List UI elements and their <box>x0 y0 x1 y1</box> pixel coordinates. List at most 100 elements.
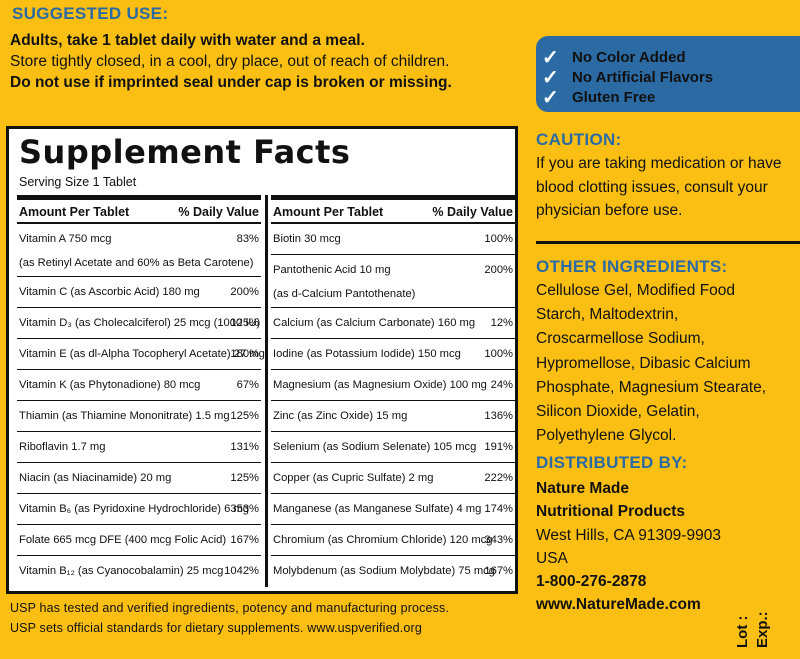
nutrient-name: Vitamin C (as Ascorbic Acid) 180 mg <box>19 286 200 298</box>
ingredients-line: Polyethylene Glycol. <box>536 427 677 445</box>
ingredients-heading: OTHER INGREDIENTS: <box>536 257 728 276</box>
ingredients-line: Hypromellose, Dibasic Calcium <box>536 354 751 372</box>
nutrient-row: Vitamin C (as Ascorbic Acid) 180 mg 200% <box>17 277 261 308</box>
nutrient-dv: 353% <box>230 503 259 515</box>
nutrient-source: (as Retinyl Acetate and 60% as Beta Caro… <box>19 257 254 269</box>
badge-label: No Artificial Flavors <box>572 69 714 86</box>
distributor-website: www.NatureMade.com <box>536 596 701 614</box>
nutrient-row: Copper (as Cupric Sulfate) 2 mg 222% <box>271 463 515 494</box>
nutrient-dv: 24% <box>490 379 513 391</box>
usp-line: USP has tested and verified ingredients,… <box>10 601 450 615</box>
nutrient-name: Vitamin K (as Phytonadione) 80 mcg <box>19 379 201 391</box>
badge-label: No Color Added <box>572 49 686 66</box>
nutrient-name: Manganese (as Manganese Sulfate) 4 mg <box>273 503 482 515</box>
storage-line: Store tightly closed, in a cool, dry pla… <box>10 53 450 70</box>
lot-exp-area: Lot : Exp.: <box>730 592 790 652</box>
nutrient-dv: 12% <box>490 317 513 329</box>
nutrient-row: Vitamin B₁₂ (as Cyanocobalamin) 25 mcg 10… <box>17 556 261 586</box>
caution-text: If you are taking medication or have blo… <box>536 155 782 219</box>
nutrient-row: Chromium (as Chromium Chloride) 120 mcg 3… <box>271 525 515 556</box>
distributor-country: USA <box>536 549 568 567</box>
nutrient-dv: 174% <box>484 503 513 515</box>
nutrient-name: Iodine (as Potassium Iodide) 150 mcg <box>273 348 461 360</box>
distributor-name: Nutritional Products <box>536 503 685 521</box>
ingredients-line: Phosphate, Magnesium Stearate, <box>536 378 767 396</box>
nutrient-name: Selenium (as Sodium Selenate) 105 mcg <box>273 441 477 453</box>
distributor-heading: DISTRIBUTED BY: <box>536 453 688 472</box>
column-header: Amount Per Tablet % Daily Value <box>271 200 515 224</box>
check-icon: ✓ <box>542 47 559 69</box>
nutrient-row: Vitamin E (as dl-Alpha Tocopheryl Acetat… <box>17 339 265 370</box>
nutrient-dv: 200% <box>484 264 513 276</box>
nutrient-name: Copper (as Cupric Sulfate) 2 mg <box>273 472 434 484</box>
nutrient-name: Magnesium (as Magnesium Oxide) 100 mg <box>273 379 487 391</box>
nutrient-dv: 125% <box>230 472 259 484</box>
facts-title: Supplement Facts <box>19 133 351 171</box>
nutrient-dv: 191% <box>484 441 513 453</box>
nutrient-dv: 1042% <box>224 565 259 577</box>
nutrient-row: Iodine (as Potassium Iodide) 150 mcg 100% <box>271 339 515 370</box>
distributor-info: Nature Made Nutritional Products West Hi… <box>536 477 721 617</box>
nutrient-dv: 180% <box>230 348 259 360</box>
ingredients-line: Cellulose Gel, Modified Food <box>536 282 736 299</box>
nutrient-source: (as d-Calcium Pantothenate) <box>273 288 416 300</box>
nutrient-row: Niacin (as Niacinamide) 20 mg 125% <box>17 463 261 494</box>
suggested-use-heading: SUGGESTED USE: <box>12 4 169 23</box>
dv-header: % Daily Value <box>432 205 513 219</box>
nutrient-row: Selenium (as Sodium Selenate) 105 mcg 191… <box>271 432 515 463</box>
nutrient-row: Thiamin (as Thiamine Mononitrate) 1.5 mg… <box>17 401 261 432</box>
check-icon: ✓ <box>542 87 559 109</box>
nutrient-dv: 200% <box>230 286 259 298</box>
seal-warning-line: Do not use if imprinted seal under cap i… <box>10 74 452 91</box>
nutrient-name: Niacin (as Niacinamide) 20 mg <box>19 472 172 484</box>
nutrient-name: Folate 665 mcg DFE (400 mcg Folic Acid) <box>19 534 227 546</box>
serving-size: Serving Size 1 Tablet <box>19 175 137 189</box>
column-header: Amount Per Tablet % Daily Value <box>17 200 261 224</box>
dv-header: % Daily Value <box>178 205 259 219</box>
nutrient-dv: 100% <box>484 233 513 245</box>
nutrient-name: Molybdenum (as Sodium Molybdate) 75 mcg <box>273 565 495 577</box>
nutrient-dv: 136% <box>484 410 513 422</box>
nutrient-row: Molybdenum (as Sodium Molybdate) 75 mcg 1… <box>271 556 515 586</box>
usp-line: USP sets official standards for dietary … <box>10 621 422 635</box>
nutrient-row: Vitamin K (as Phytonadione) 80 mcg 67% <box>17 370 261 401</box>
nutrient-row: Magnesium (as Magnesium Oxide) 100 mg 24% <box>271 370 515 401</box>
facts-column-left: Amount Per Tablet % Daily Value Vitamin … <box>17 195 265 586</box>
nutrient-row: Vitamin A 750 mcg (as Retinyl Acetate and… <box>17 224 261 277</box>
nutrient-dv: 343% <box>484 534 513 546</box>
badge-label: Gluten Free <box>572 89 656 106</box>
nutrient-row: Vitamin B₆ (as Pyridoxine Hydrochloride)… <box>17 494 261 525</box>
nutrient-dv: 131% <box>230 441 259 453</box>
facts-column-right: Amount Per Tablet % Daily Value Biotin 3… <box>271 195 515 586</box>
nutrient-row: Riboflavin 1.7 mg 131% <box>17 432 261 463</box>
nutrient-dv: 167% <box>230 534 259 546</box>
nutrient-row: Manganese (as Manganese Sulfate) 4 mg 174… <box>271 494 515 525</box>
nutrient-name: Vitamin B₁₂ (as Cyanocobalamin) 25 mcg <box>19 565 224 577</box>
nutrient-row: Biotin 30 mcg 100% <box>271 224 515 255</box>
column-divider <box>265 195 268 587</box>
nutrient-name: Zinc (as Zinc Oxide) 15 mg <box>273 410 408 422</box>
nutrient-row: Zinc (as Zinc Oxide) 15 mg 136% <box>271 401 515 432</box>
check-icon: ✓ <box>542 67 559 89</box>
nutrient-dv: 167% <box>484 565 513 577</box>
nutrient-dv: 67% <box>236 379 259 391</box>
ingredients-line: Croscarmellose Sodium, <box>536 330 705 348</box>
nutrient-name: Vitamin E (as dl-Alpha Tocopheryl Acetat… <box>19 348 265 360</box>
nutrient-name: Calcium (as Calcium Carbonate) 160 mg <box>273 317 476 329</box>
claims-badge: ✓ No Color Added ✓ No Artificial Flavors… <box>536 36 800 112</box>
caution-heading: CAUTION: <box>536 130 622 149</box>
nutrient-dv: 125% <box>230 317 259 329</box>
amount-header: Amount Per Tablet <box>19 205 130 219</box>
section-divider <box>536 241 800 244</box>
nutrient-name: Vitamin A 750 mcg <box>19 233 112 245</box>
nutrient-row: Vitamin D₃ (as Cholecalciferol) 25 mcg (… <box>17 308 261 339</box>
nutrient-row: Folate 665 mcg DFE (400 mcg Folic Acid) 1… <box>17 525 261 556</box>
distributor-name: Nature Made <box>536 480 630 497</box>
ingredients-line: Starch, Maltodextrin, <box>536 306 679 324</box>
suggested-use-text: Adults, take 1 tablet daily with water a… <box>10 30 452 93</box>
amount-header: Amount Per Tablet <box>273 205 384 219</box>
nutrient-name: Vitamin B₆ (as Pyridoxine Hydrochloride)… <box>19 503 250 515</box>
supplement-facts-panel: Supplement Facts Serving Size 1 Tablet A… <box>6 126 518 594</box>
nutrient-row: Pantothenic Acid 10 mg (as d-Calcium Pant… <box>271 255 515 308</box>
nutrient-name: Biotin 30 mcg <box>273 233 341 245</box>
